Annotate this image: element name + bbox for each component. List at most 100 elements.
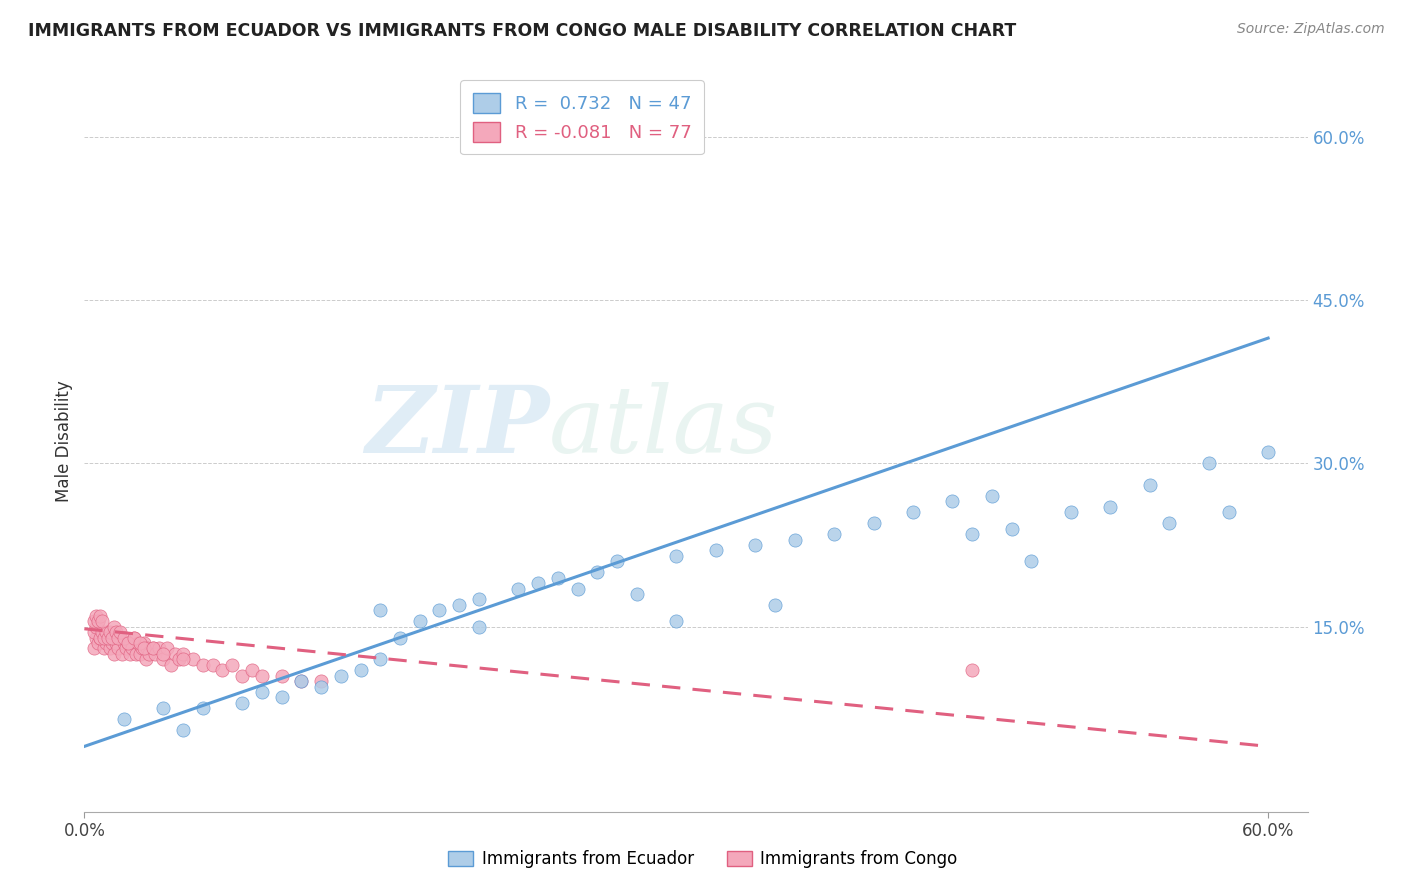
Point — [290, 674, 312, 689]
Point — [142, 641, 165, 656]
Point — [250, 668, 273, 682]
Point — [160, 657, 183, 672]
Point — [98, 641, 121, 656]
Point — [823, 527, 845, 541]
Point — [83, 625, 105, 640]
Point — [1159, 516, 1181, 531]
Point — [117, 636, 139, 650]
Point — [349, 663, 371, 677]
Point — [112, 712, 135, 726]
Point — [201, 657, 224, 672]
Point — [132, 636, 155, 650]
Point — [547, 571, 569, 585]
Point — [97, 631, 120, 645]
Point — [250, 685, 273, 699]
Point — [960, 527, 983, 541]
Point — [108, 631, 131, 645]
Point — [211, 663, 233, 677]
Point — [901, 505, 924, 519]
Point — [181, 652, 204, 666]
Point — [156, 641, 179, 656]
Point — [665, 549, 688, 563]
Point — [107, 631, 129, 645]
Point — [763, 598, 786, 612]
Point — [138, 647, 160, 661]
Point — [231, 668, 253, 682]
Point — [783, 533, 806, 547]
Point — [83, 641, 105, 656]
Point — [290, 674, 312, 689]
Point — [626, 587, 648, 601]
Point — [87, 636, 110, 650]
Point — [191, 657, 214, 672]
Point — [91, 625, 114, 640]
Point — [1021, 554, 1043, 568]
Point — [167, 652, 190, 666]
Point — [152, 652, 174, 666]
Point — [89, 631, 111, 645]
Point — [231, 696, 253, 710]
Point — [128, 636, 150, 650]
Point — [1198, 456, 1220, 470]
Point — [1257, 445, 1279, 459]
Point — [468, 619, 491, 633]
Point — [329, 668, 352, 682]
Point — [270, 690, 292, 705]
Point — [101, 636, 124, 650]
Point — [221, 657, 243, 672]
Point — [87, 614, 110, 628]
Point — [118, 647, 141, 661]
Point — [606, 554, 628, 568]
Point — [508, 582, 530, 596]
Point — [148, 641, 170, 656]
Point — [409, 614, 432, 628]
Point — [93, 631, 115, 645]
Point — [389, 631, 412, 645]
Point — [103, 647, 125, 661]
Point — [122, 631, 145, 645]
Point — [1139, 478, 1161, 492]
Point — [98, 625, 121, 640]
Point — [449, 598, 471, 612]
Point — [152, 647, 174, 661]
Point — [103, 619, 125, 633]
Point — [1099, 500, 1122, 514]
Point — [107, 641, 129, 656]
Point — [84, 619, 107, 633]
Point — [191, 701, 214, 715]
Point — [980, 489, 1002, 503]
Y-axis label: Male Disability: Male Disability — [55, 381, 73, 502]
Point — [101, 631, 124, 645]
Point — [89, 631, 111, 645]
Point — [122, 631, 145, 645]
Text: Source: ZipAtlas.com: Source: ZipAtlas.com — [1237, 22, 1385, 37]
Point — [145, 647, 167, 661]
Point — [240, 663, 263, 677]
Point — [165, 647, 187, 661]
Point — [960, 663, 983, 677]
Point — [368, 603, 391, 617]
Point — [91, 625, 114, 640]
Point — [309, 680, 332, 694]
Point — [172, 723, 194, 737]
Point — [704, 543, 727, 558]
Point — [91, 614, 114, 628]
Point — [131, 641, 153, 656]
Point — [429, 603, 451, 617]
Point — [127, 636, 149, 650]
Text: IMMIGRANTS FROM ECUADOR VS IMMIGRANTS FROM CONGO MALE DISABILITY CORRELATION CHA: IMMIGRANTS FROM ECUADOR VS IMMIGRANTS FR… — [28, 22, 1017, 40]
Point — [93, 641, 115, 656]
Point — [84, 631, 107, 645]
Point — [104, 625, 127, 640]
Point — [152, 701, 174, 715]
Point — [94, 636, 117, 650]
Point — [1001, 522, 1024, 536]
Point — [97, 631, 120, 645]
Text: ZIP: ZIP — [366, 382, 550, 472]
Point — [111, 647, 134, 661]
Legend: Immigrants from Ecuador, Immigrants from Congo: Immigrants from Ecuador, Immigrants from… — [441, 844, 965, 875]
Point — [121, 641, 143, 656]
Point — [124, 647, 146, 661]
Point — [87, 614, 110, 628]
Point — [172, 647, 194, 661]
